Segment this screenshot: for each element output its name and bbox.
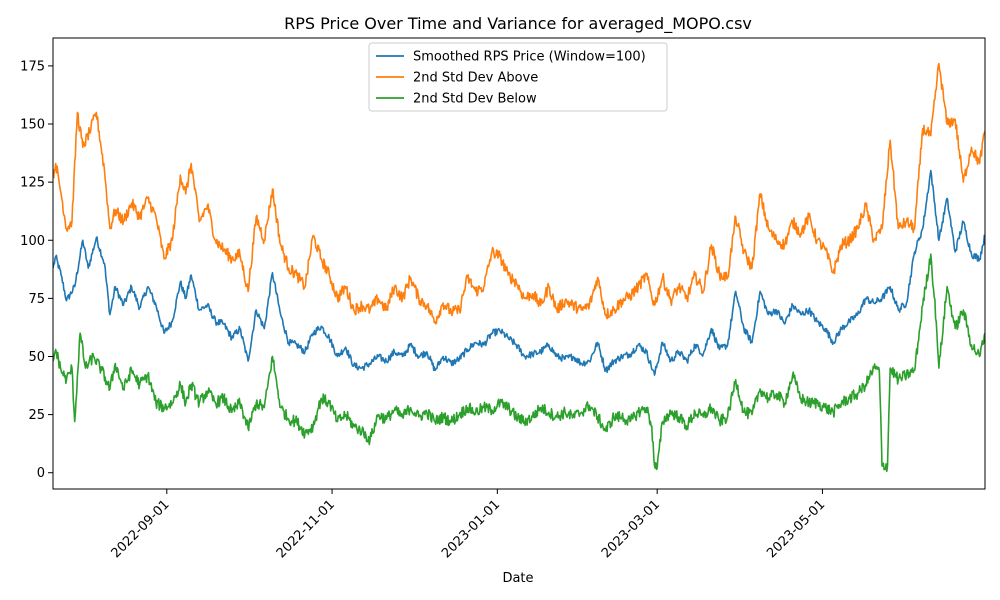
series-line-3: [53, 253, 985, 473]
y-tick-label: 75: [28, 292, 45, 307]
legend-box: [368, 42, 668, 112]
y-tick-label: 50: [28, 350, 45, 365]
x-tick-label: 2023-01-01: [439, 497, 503, 561]
x-tick-label: 2023-05-01: [764, 497, 828, 561]
x-axis: 2022-09-01 2022-11-01 2023-01-01 2023-03-01…: [109, 489, 828, 561]
series-line-2: [53, 62, 985, 325]
legend-label: Smoothed RPS Price (Window=100): [413, 50, 646, 65]
plot-frame: [52, 37, 986, 490]
y-tick-label: 25: [28, 408, 45, 423]
series-line-1: [53, 169, 985, 376]
x-tick-label: 2022-11-01: [274, 497, 338, 561]
legend: Smoothed RPS Price (Window=100) 2nd Std D…: [368, 42, 668, 112]
y-tick-label: 175: [20, 59, 45, 74]
legend-label: 2nd Std Dev Below: [413, 92, 537, 107]
plot-area: [52, 37, 986, 490]
y-axis: 0 25 50 75 100 125 150 175: [20, 59, 53, 481]
y-tick-label: 125: [20, 176, 45, 191]
y-tick-label: 100: [20, 234, 45, 249]
legend-label: 2nd Std Dev Above: [413, 71, 538, 86]
chart-title: RPS Price Over Time and Variance for ave…: [284, 14, 752, 34]
x-axis-label: Date: [502, 571, 533, 586]
x-tick-label: 2023-03-01: [599, 497, 663, 561]
x-tick-label: 2022-09-01: [109, 497, 173, 561]
y-tick-label: 0: [37, 466, 45, 481]
y-tick-label: 150: [20, 118, 45, 133]
